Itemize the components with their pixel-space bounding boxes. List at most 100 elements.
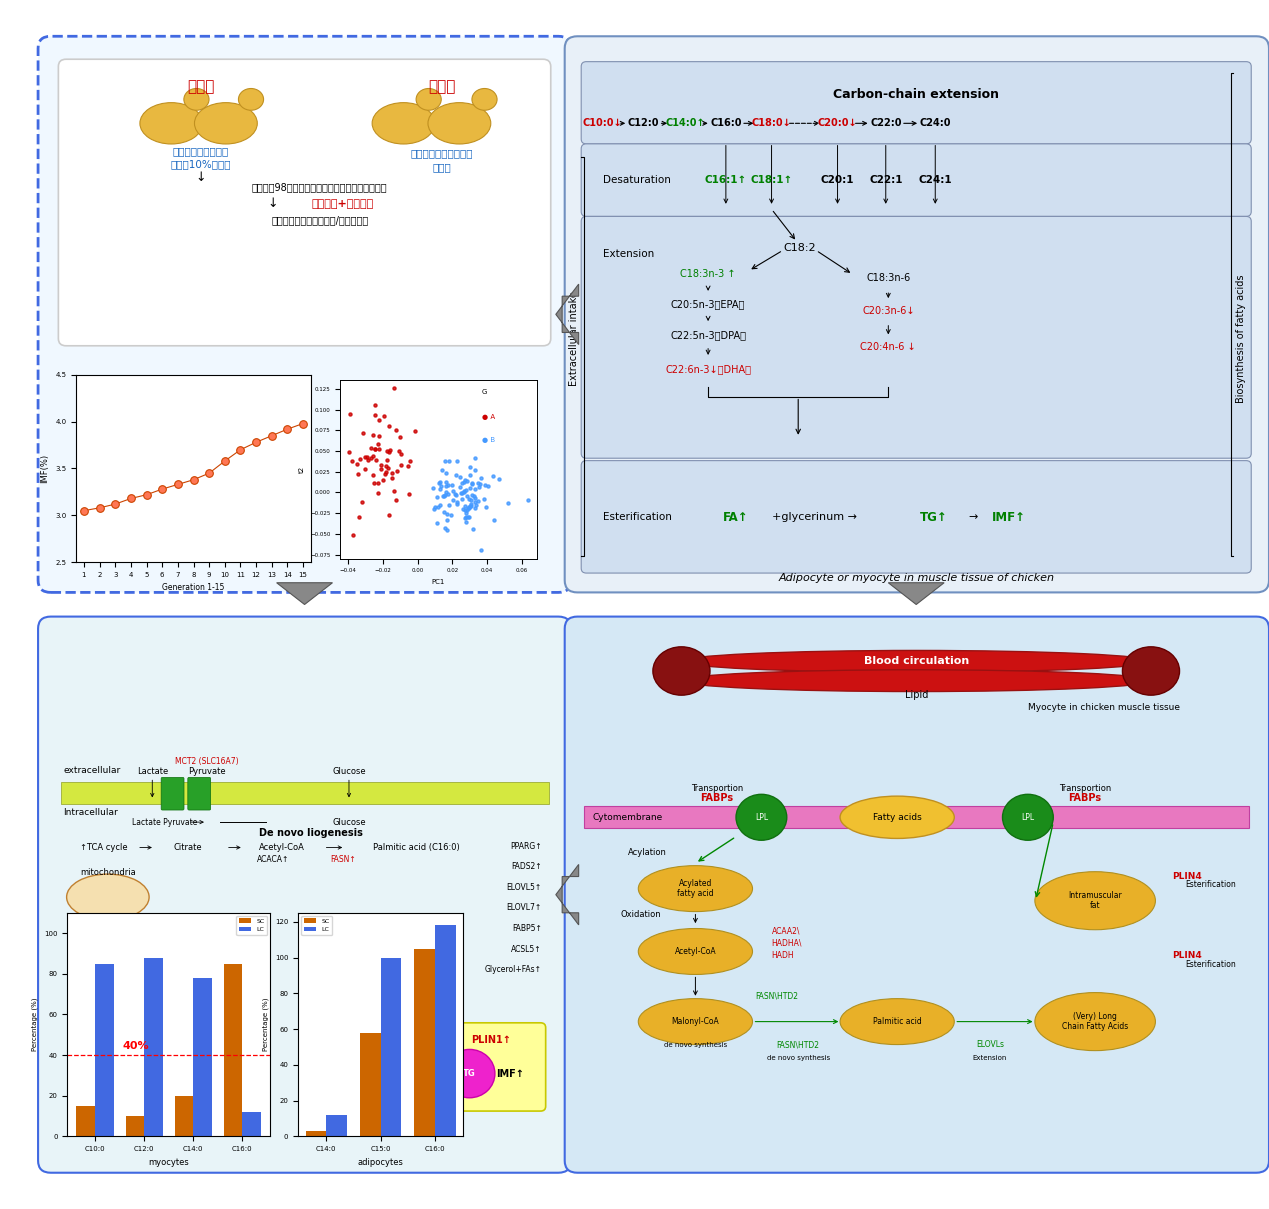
Text: PLIN4: PLIN4 bbox=[1173, 950, 1202, 960]
Point bbox=[452, 490, 472, 509]
Point bbox=[377, 451, 397, 470]
Point bbox=[457, 501, 477, 520]
Bar bbox=[381, 958, 401, 1136]
Text: C22:1: C22:1 bbox=[869, 175, 902, 185]
Point bbox=[424, 499, 444, 519]
Text: Transportion: Transportion bbox=[690, 783, 744, 793]
Text: FASN\HTD2: FASN\HTD2 bbox=[777, 1040, 820, 1049]
Point bbox=[362, 447, 382, 467]
Point bbox=[457, 487, 477, 507]
Text: Glucose: Glucose bbox=[332, 817, 365, 827]
Text: Citrate: Citrate bbox=[174, 843, 202, 852]
Point bbox=[467, 473, 487, 492]
Text: IMF↑: IMF↑ bbox=[496, 1069, 524, 1078]
Text: PPARG↑: PPARG↑ bbox=[510, 841, 542, 851]
Point bbox=[363, 426, 383, 445]
Text: Acylation: Acylation bbox=[628, 848, 666, 857]
Point bbox=[390, 428, 410, 447]
Text: C14:0↑: C14:0↑ bbox=[665, 118, 706, 128]
Point bbox=[518, 491, 538, 510]
Point bbox=[464, 486, 485, 505]
Ellipse shape bbox=[416, 88, 442, 110]
Point bbox=[390, 441, 410, 461]
Point bbox=[364, 405, 385, 424]
Text: 选择系: 选择系 bbox=[187, 80, 214, 94]
Text: C18:0↓: C18:0↓ bbox=[751, 118, 792, 128]
Point bbox=[475, 475, 495, 494]
Point bbox=[459, 498, 480, 517]
Point bbox=[457, 472, 477, 491]
Point bbox=[339, 442, 359, 462]
Bar bbox=[175, 1095, 193, 1136]
Point bbox=[450, 484, 471, 503]
Ellipse shape bbox=[140, 103, 203, 144]
Point bbox=[425, 497, 445, 516]
Point bbox=[386, 421, 406, 440]
Point bbox=[459, 458, 480, 478]
Text: FABPs: FABPs bbox=[700, 793, 733, 803]
Ellipse shape bbox=[1034, 993, 1155, 1051]
Ellipse shape bbox=[736, 794, 787, 840]
Point bbox=[447, 486, 467, 505]
Point bbox=[363, 465, 383, 485]
Text: ACSL5↑: ACSL5↑ bbox=[511, 944, 542, 954]
Point bbox=[363, 447, 383, 467]
Text: Pyruvate: Pyruvate bbox=[188, 767, 226, 776]
Point bbox=[459, 490, 480, 509]
Point bbox=[433, 486, 453, 505]
Point bbox=[340, 404, 360, 423]
Point bbox=[470, 476, 490, 496]
Point bbox=[368, 484, 388, 503]
Point bbox=[430, 480, 450, 499]
Ellipse shape bbox=[67, 874, 150, 920]
Bar bbox=[193, 978, 212, 1136]
FancyArrow shape bbox=[277, 583, 332, 604]
Ellipse shape bbox=[840, 796, 954, 839]
Point bbox=[434, 503, 454, 522]
Text: FABPs: FABPs bbox=[1068, 793, 1101, 803]
Point bbox=[431, 476, 452, 496]
Point bbox=[456, 480, 476, 499]
Text: C20:4n-6 ↓: C20:4n-6 ↓ bbox=[860, 342, 916, 352]
FancyBboxPatch shape bbox=[58, 59, 551, 346]
Text: PLIN1↑: PLIN1↑ bbox=[471, 1035, 511, 1045]
Point bbox=[456, 507, 476, 526]
Text: C12:0: C12:0 bbox=[628, 118, 659, 128]
Point bbox=[391, 445, 411, 464]
Point bbox=[483, 510, 504, 530]
Text: Lactate Pyruvate: Lactate Pyruvate bbox=[132, 817, 198, 827]
Bar bbox=[415, 949, 435, 1136]
Text: TG: TG bbox=[463, 1069, 476, 1078]
Y-axis label: t2: t2 bbox=[298, 465, 305, 473]
FancyBboxPatch shape bbox=[188, 777, 211, 810]
Point bbox=[435, 472, 456, 491]
Point bbox=[369, 426, 390, 445]
FancyBboxPatch shape bbox=[38, 36, 571, 592]
FancyBboxPatch shape bbox=[161, 777, 184, 810]
Text: ELOVL7↑: ELOVL7↑ bbox=[506, 903, 542, 913]
Text: Glycerol+FAs↑: Glycerol+FAs↑ bbox=[485, 965, 542, 974]
Text: Esterification: Esterification bbox=[603, 513, 671, 522]
Ellipse shape bbox=[638, 999, 753, 1045]
Ellipse shape bbox=[1003, 794, 1053, 840]
Text: 选留高肌内脂肘个体: 选留高肌内脂肘个体 bbox=[173, 146, 228, 156]
Ellipse shape bbox=[239, 88, 264, 110]
FancyBboxPatch shape bbox=[581, 62, 1251, 144]
Point bbox=[459, 498, 480, 517]
Point bbox=[459, 478, 480, 497]
Point bbox=[449, 478, 470, 497]
Point bbox=[461, 491, 481, 510]
Text: ↓: ↓ bbox=[195, 172, 206, 184]
Text: 高肌内脂肘个体的全同胞/半同胞留种: 高肌内脂肘个体的全同胞/半同胞留种 bbox=[272, 215, 368, 225]
Point bbox=[348, 464, 368, 484]
Text: Malonyl-CoA: Malonyl-CoA bbox=[671, 1017, 720, 1026]
Text: C18:1↑: C18:1↑ bbox=[750, 175, 793, 185]
Text: Lactate: Lactate bbox=[137, 767, 168, 776]
Point bbox=[447, 492, 467, 511]
Point bbox=[398, 456, 419, 475]
Point bbox=[360, 438, 381, 457]
Text: Carbon-chain extension: Carbon-chain extension bbox=[834, 88, 999, 100]
Text: （提高10%左右）: （提高10%左右） bbox=[170, 160, 231, 169]
Point bbox=[382, 468, 402, 487]
Point bbox=[382, 463, 402, 482]
